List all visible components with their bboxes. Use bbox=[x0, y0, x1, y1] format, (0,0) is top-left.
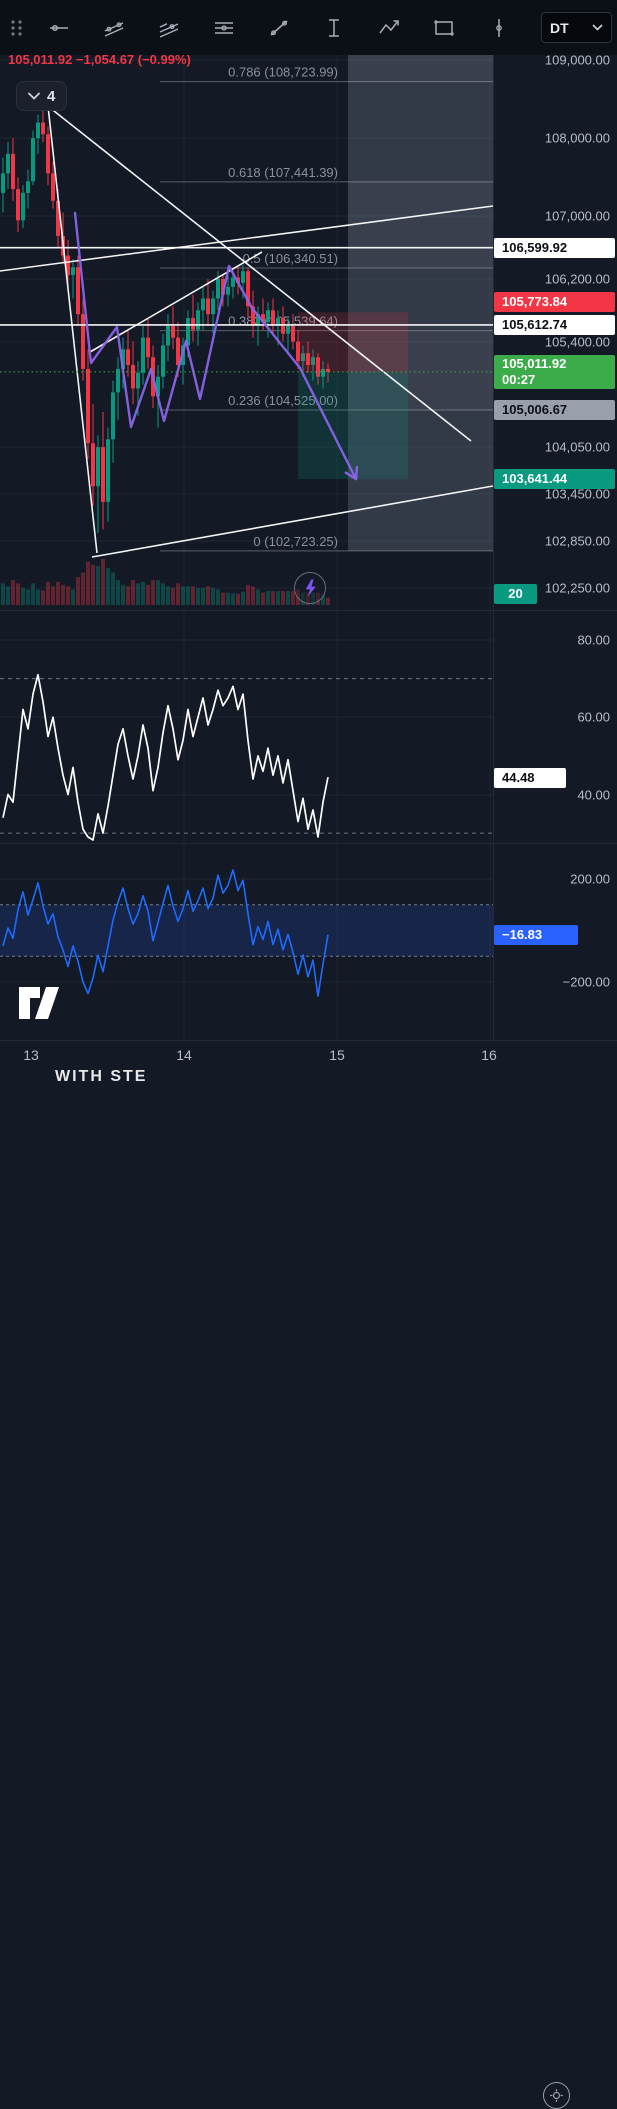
pair-label: DT bbox=[550, 19, 569, 36]
price-axis-label: 104,050.00 bbox=[544, 439, 610, 455]
fib-level-label: 0.618 (107,441.39) bbox=[228, 165, 338, 180]
price-axis-label: 108,000.00 bbox=[544, 130, 610, 146]
tradingview-logo-icon[interactable] bbox=[16, 984, 62, 1027]
gear-icon bbox=[550, 2089, 563, 2102]
indicator-axis-label: 200.00 bbox=[570, 871, 610, 887]
price-axis-badge: 105,773.84 bbox=[494, 292, 615, 312]
watermark-text: WITH STE bbox=[55, 1068, 148, 1085]
panel-separator[interactable] bbox=[0, 843, 617, 844]
rectangle-tool[interactable] bbox=[431, 15, 457, 41]
collapse-count: 4 bbox=[47, 87, 56, 105]
price-axis-badge: 105,011.92 00:27 bbox=[494, 355, 615, 389]
cci-indicator-panel[interactable] bbox=[0, 843, 617, 1040]
parallel-channel-tool[interactable] bbox=[156, 15, 182, 41]
time-axis-label: 13 bbox=[23, 1047, 39, 1063]
indicator-axis-label: −200.00 bbox=[562, 974, 610, 990]
indicator-axis-label: 60.00 bbox=[577, 709, 610, 725]
trend-line-tool[interactable] bbox=[266, 15, 292, 41]
vertical-line-tool[interactable] bbox=[486, 15, 512, 41]
time-axis-separator bbox=[0, 1040, 617, 1041]
cross-line-tool-icon bbox=[50, 24, 68, 31]
price-axis-badge: 105,006.67 bbox=[494, 400, 615, 420]
fib-level-label: 0.236 (104,525.00) bbox=[228, 393, 338, 408]
indicator-axis-label: 80.00 bbox=[577, 632, 610, 648]
price-axis-label: 109,000.00 bbox=[544, 52, 610, 68]
price-axis-label: 103,450.00 bbox=[544, 486, 610, 502]
quick-action-button[interactable] bbox=[294, 572, 326, 604]
parallel-channel-tool-icon bbox=[159, 22, 179, 38]
time-axis-label: 14 bbox=[176, 1047, 192, 1063]
fib-level-label: 0 (102,723.25) bbox=[253, 534, 338, 549]
drawing-toolbar: DT bbox=[0, 0, 617, 55]
fib-level-label: 0.5 (106,340.51) bbox=[243, 251, 338, 266]
price-axis-label: 107,000.00 bbox=[544, 208, 610, 224]
price-axis-label: 102,850.00 bbox=[544, 533, 610, 549]
trend-line-tool-icon bbox=[270, 19, 288, 36]
zigzag-tool-icon bbox=[379, 19, 399, 33]
pair-selector[interactable]: DT bbox=[541, 12, 612, 43]
chart-settings-button[interactable] bbox=[543, 2082, 570, 2109]
trend-channel-tool-icon bbox=[104, 21, 124, 37]
drag-handle-icon[interactable] bbox=[8, 16, 26, 40]
tool-buttons bbox=[46, 15, 541, 41]
zigzag-tool[interactable] bbox=[376, 15, 402, 41]
lightning-icon bbox=[305, 579, 316, 597]
cross-line-tool[interactable] bbox=[46, 15, 72, 41]
time-axis-label: 16 bbox=[481, 1047, 497, 1063]
panel-separator[interactable] bbox=[0, 610, 617, 611]
trend-channel-tool[interactable] bbox=[101, 15, 127, 41]
price-axis-label: 102,250.00 bbox=[544, 580, 610, 596]
price-axis-border bbox=[493, 55, 494, 1040]
rsi-value-badge: 44.48 bbox=[494, 768, 566, 788]
time-axis-label: 15 bbox=[329, 1047, 345, 1063]
horizontal-lines-tool-icon bbox=[215, 21, 233, 34]
price-axis-badge: 20 bbox=[494, 584, 537, 604]
price-chart[interactable]: 0.786 (108,723.99) 0.618 (107,441.39) 0.5 … bbox=[0, 55, 617, 610]
horizontal-lines-tool[interactable] bbox=[211, 15, 237, 41]
price-axis-badge: 106,599.92 bbox=[494, 238, 615, 258]
indicator-axis-label: 40.00 bbox=[577, 787, 610, 803]
rsi-indicator-panel[interactable] bbox=[0, 610, 617, 843]
time-axis[interactable]: 13 14 15 16 bbox=[0, 1040, 617, 2109]
objects-collapse-button[interactable]: 4 bbox=[16, 81, 68, 111]
symbol-change-readout: 105,011.92 −1,054.67 (−0.99%) bbox=[8, 52, 191, 67]
cci-value-badge: −16.83 bbox=[494, 925, 578, 945]
rectangle-tool-icon bbox=[434, 19, 454, 36]
chevron-down-icon bbox=[592, 24, 603, 31]
countdown-timer: 00:27 bbox=[502, 372, 536, 387]
price-axis-label: 106,200.00 bbox=[544, 271, 610, 287]
price-range-tool-icon bbox=[329, 18, 339, 37]
price-axis-label: 105,400.00 bbox=[544, 334, 610, 350]
price-axis-badge: 103,641.44 bbox=[494, 469, 615, 489]
price-axis-badge: 105,612.74 bbox=[494, 315, 615, 335]
vertical-line-tool-icon bbox=[496, 18, 502, 37]
chevron-down-icon bbox=[28, 92, 40, 100]
price-range-tool[interactable] bbox=[321, 15, 347, 41]
fib-level-label: 0.786 (108,723.99) bbox=[228, 65, 338, 80]
